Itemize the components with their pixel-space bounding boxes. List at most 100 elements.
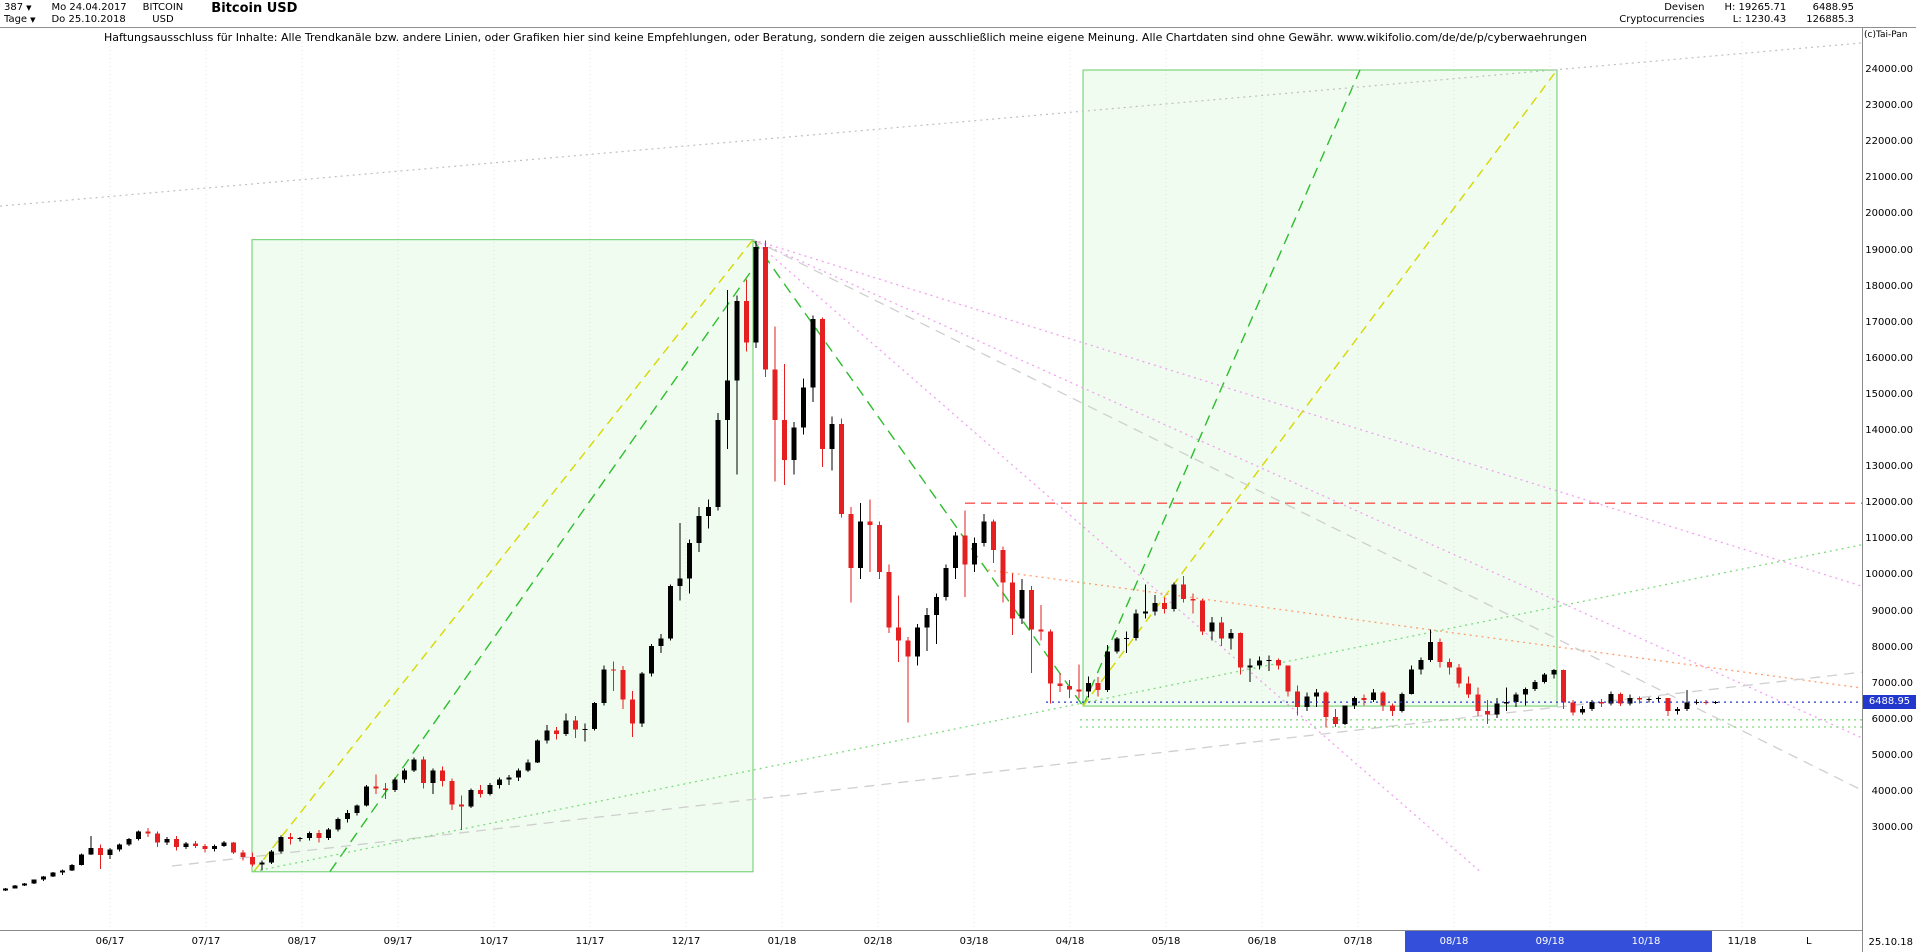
magenta-fan-line-2 <box>752 239 1863 739</box>
candle-up <box>1580 708 1585 713</box>
candle-down <box>763 246 768 370</box>
candle-up <box>791 427 797 460</box>
period-high-label: H: 19265.71 <box>1724 2 1787 13</box>
values-block: 6488.95 126885.3 <box>1806 2 1854 26</box>
candle-down <box>1038 629 1044 632</box>
y-tick-label: 14000.00 <box>1865 425 1913 436</box>
chart-header: 387 ▼ Tage ▼ Mo 24.04.2017 Do 25.10.2018 B… <box>0 0 1916 28</box>
candle-down <box>1076 689 1082 692</box>
candle-down <box>1561 669 1566 703</box>
candle-up <box>668 586 673 639</box>
candle-up <box>326 829 331 839</box>
candle-down <box>288 837 293 839</box>
candle-down <box>744 301 749 343</box>
y-tick-label: 15000.00 <box>1865 388 1913 400</box>
time-axis[interactable]: L 06/17 07/17 08/17 09/17 10/17 11/17 12/17 01/… <box>0 930 1862 952</box>
candle-down <box>1000 550 1006 583</box>
candle-up <box>924 615 930 628</box>
candle-down <box>1057 683 1063 687</box>
price-axis[interactable]: 6488.95 25.10.18 24000.00 23000.00 22000.0… <box>1862 0 1916 952</box>
y-tick-label: 12000.00 <box>1865 497 1913 509</box>
y-tick-label: 23000.00 <box>1865 100 1913 112</box>
y-tick-label: 22000.00 <box>1865 136 1913 148</box>
candle-down <box>1285 665 1291 692</box>
candle-down <box>1190 598 1196 601</box>
gray-dashed-support <box>171 671 1863 867</box>
candle-up <box>354 805 360 813</box>
candle-down <box>620 669 626 700</box>
candle-up <box>829 423 835 450</box>
candle-up <box>1371 692 1376 700</box>
candle-down <box>772 369 778 421</box>
bars-count-value: 387 <box>4 2 24 13</box>
x-tick-label: 05/18 <box>1151 936 1181 947</box>
timeframe-select[interactable]: Tage ▼ <box>4 14 35 26</box>
candle-down <box>145 831 151 834</box>
candle-down <box>1010 582 1015 619</box>
candle-up <box>1019 589 1025 619</box>
x-tick-label: 11/18 <box>1727 936 1757 947</box>
disclaimer-text: Haftungsausschluss für Inhalte: Alle Tre… <box>104 31 1588 44</box>
candle-up <box>468 790 474 807</box>
x-tick-label: 09/17 <box>383 936 413 947</box>
candle-up <box>31 879 37 884</box>
candle-down <box>231 842 236 853</box>
candle-up <box>1646 698 1652 700</box>
x-tick-label: 06/17 <box>95 936 125 947</box>
candle-up <box>1684 702 1690 709</box>
candle-down <box>193 843 198 847</box>
gray-dashed-downtrend <box>752 239 1863 791</box>
candle-down <box>1570 702 1576 713</box>
last-price-tag: 6488.95 <box>1863 695 1916 710</box>
candle-up <box>677 578 683 587</box>
y-tick-label: 19000.00 <box>1865 244 1913 256</box>
candle-up <box>1409 669 1414 694</box>
bars-count-select[interactable]: 387 ▼ <box>4 2 35 14</box>
candle-down <box>630 699 635 724</box>
candle-up <box>221 842 227 847</box>
symbol-currency: USD <box>152 14 174 25</box>
date-range: Mo 24.04.2017 Do 25.10.2018 <box>51 2 126 26</box>
candle-down <box>1380 692 1386 706</box>
yellow-trend-line-2 <box>1082 69 1558 707</box>
secondary-value-label: 126885.3 <box>1806 14 1854 25</box>
copyright-label: (c)Tai-Pan <box>1864 30 1908 40</box>
candle-up <box>592 702 597 729</box>
candle-up <box>497 779 502 785</box>
dropdown-arrow-icon: ▼ <box>30 16 36 24</box>
time-axis-highlight-band <box>1405 931 1712 952</box>
candle-up <box>753 246 759 343</box>
candle-up <box>1428 642 1433 661</box>
x-tick-label: 10/18 <box>1631 936 1661 947</box>
candle-up <box>269 851 274 863</box>
candle-down <box>1067 686 1072 690</box>
candle-down <box>1238 633 1243 668</box>
candle-down <box>1333 716 1338 725</box>
candle-up <box>1494 703 1500 715</box>
candle-up <box>88 847 94 855</box>
candle-down <box>886 571 892 628</box>
magenta-fan-line-3 <box>752 239 1863 587</box>
header-right: Devisen Cryptocurrencies H: 19265.71 L: … <box>1619 2 1910 26</box>
candle-up <box>1551 669 1557 675</box>
candle-up <box>953 535 958 569</box>
x-tick-label: 11/17 <box>575 936 605 947</box>
candle-up <box>60 870 65 873</box>
candle-up <box>1228 633 1234 639</box>
candle-up <box>981 521 987 543</box>
candle-up <box>1133 613 1139 638</box>
candle-down <box>1618 693 1623 704</box>
candle-down <box>98 847 103 856</box>
candle-up <box>1627 698 1633 704</box>
candle-up <box>972 542 977 565</box>
candle-up <box>1209 622 1215 632</box>
candle-down <box>449 781 455 805</box>
x-tick-label: 07/17 <box>191 936 221 947</box>
candle-down <box>1295 691 1300 708</box>
candle-up <box>706 506 711 516</box>
candle-up <box>934 597 939 616</box>
candle-down <box>554 730 559 735</box>
candle-up <box>1418 660 1424 670</box>
candle-up <box>1314 692 1319 697</box>
